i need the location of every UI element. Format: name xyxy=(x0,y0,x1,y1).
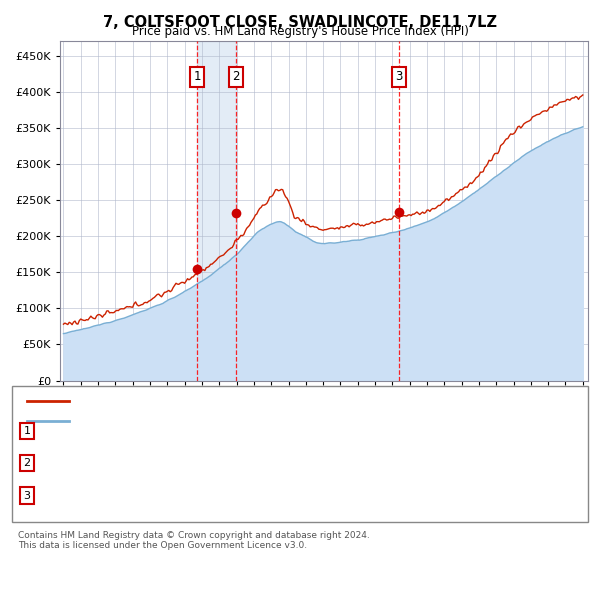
Text: 16% ↑ HPI: 16% ↑ HPI xyxy=(372,458,431,468)
Text: 3: 3 xyxy=(395,70,403,83)
Text: 1: 1 xyxy=(23,426,31,435)
Text: £232,000: £232,000 xyxy=(240,458,293,468)
Text: 14% ↑ HPI: 14% ↑ HPI xyxy=(372,426,431,435)
Text: £234,000: £234,000 xyxy=(240,491,293,500)
Text: 16-MAY-2014: 16-MAY-2014 xyxy=(69,491,141,500)
Text: £155,000: £155,000 xyxy=(240,426,293,435)
Text: Contains HM Land Registry data © Crown copyright and database right 2024.: Contains HM Land Registry data © Crown c… xyxy=(18,531,370,540)
Text: Price paid vs. HM Land Registry's House Price Index (HPI): Price paid vs. HM Land Registry's House … xyxy=(131,25,469,38)
Text: 2: 2 xyxy=(232,70,240,83)
Text: 7, COLTSFOOT CLOSE, SWADLINCOTE, DE11 7LZ: 7, COLTSFOOT CLOSE, SWADLINCOTE, DE11 7L… xyxy=(103,15,497,30)
Text: 7, COLTSFOOT CLOSE, SWADLINCOTE, DE11 7LZ (detached house): 7, COLTSFOOT CLOSE, SWADLINCOTE, DE11 7L… xyxy=(78,396,425,406)
Text: HPI: Average price, detached house, South Derbyshire: HPI: Average price, detached house, Sout… xyxy=(78,416,362,425)
Text: 1: 1 xyxy=(193,70,201,83)
Text: 2: 2 xyxy=(23,458,31,468)
Text: 9% ↑ HPI: 9% ↑ HPI xyxy=(372,491,425,500)
Bar xyxy=(197,41,236,381)
Text: 20-SEP-2002: 20-SEP-2002 xyxy=(69,426,140,435)
Text: 20-DEC-2004: 20-DEC-2004 xyxy=(69,458,143,468)
Text: 3: 3 xyxy=(23,491,31,500)
Text: This data is licensed under the Open Government Licence v3.0.: This data is licensed under the Open Gov… xyxy=(18,541,307,550)
